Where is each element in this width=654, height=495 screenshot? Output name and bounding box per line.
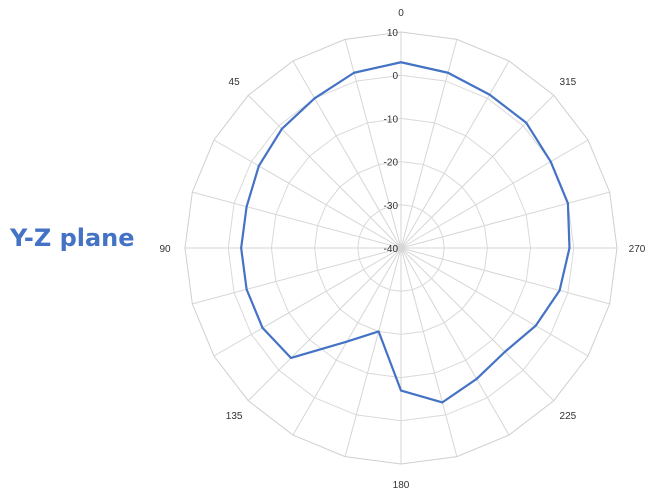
grid-spoke — [344, 39, 402, 249]
grid-spoke — [247, 94, 402, 249]
data-point — [258, 165, 260, 167]
radial-tick-label: -20 — [384, 158, 399, 169]
polar-grid — [184, 31, 618, 465]
data-point — [447, 71, 449, 74]
grid-spoke — [400, 191, 610, 249]
plane-label: Y-Z plane — [10, 224, 135, 252]
angle-label: 45 — [229, 77, 241, 88]
grid-ring — [184, 31, 618, 465]
data-point — [313, 97, 316, 100]
grid-spoke — [213, 139, 402, 249]
radial-tick-label: -30 — [384, 201, 399, 212]
data-point — [488, 93, 491, 96]
data-point — [525, 121, 528, 124]
data-point — [504, 351, 506, 353]
data-point — [281, 128, 283, 130]
data-point — [549, 160, 552, 163]
data-point — [568, 247, 571, 249]
grid-spoke — [400, 247, 610, 305]
data-point — [377, 330, 380, 333]
data-point — [245, 288, 248, 291]
data-point — [240, 247, 242, 249]
angle-label: 180 — [393, 480, 410, 491]
data-point — [400, 61, 402, 64]
grid-ring — [357, 204, 445, 292]
grid-spoke — [213, 247, 402, 357]
angle-label: 90 — [159, 244, 171, 255]
grid-spoke — [400, 139, 589, 249]
label-layer: 10 0 -10 -20 -30 -40 0 45 90 135 180 225 270 315 — [159, 8, 645, 491]
radial-tick-label: 10 — [387, 28, 399, 39]
data-point — [534, 324, 537, 327]
data-point — [290, 357, 292, 359]
radial-tick-label: 0 — [392, 71, 398, 82]
grid-spoke — [192, 247, 402, 305]
data-point — [353, 71, 355, 74]
data-point — [558, 289, 561, 292]
radial-tick-label: -10 — [384, 114, 399, 125]
grid-spoke — [192, 191, 402, 249]
data-point — [475, 378, 478, 380]
grid-spoke — [344, 247, 402, 457]
grid-spoke — [400, 60, 510, 249]
data-point — [245, 205, 248, 208]
radial-tick-label: -40 — [384, 244, 399, 255]
angle-label: 270 — [629, 244, 646, 255]
angle-label: 135 — [226, 411, 243, 422]
data-point — [441, 401, 444, 404]
angle-label: 315 — [560, 77, 577, 88]
grid-spoke — [400, 247, 458, 457]
grid-spoke — [400, 39, 458, 249]
grid-spoke — [400, 247, 589, 357]
grid-spoke — [400, 94, 555, 249]
angle-label: 0 — [398, 8, 404, 19]
grid-ring — [314, 161, 488, 335]
angle-label: 225 — [560, 411, 577, 422]
data-point — [400, 389, 402, 392]
grid-spoke — [292, 60, 402, 249]
data-point — [567, 202, 569, 205]
grid-spoke — [400, 247, 510, 436]
grid-spoke — [400, 247, 555, 402]
series-layer — [240, 61, 571, 404]
data-point — [261, 327, 264, 329]
grid-spoke — [247, 247, 402, 402]
data-point — [346, 340, 348, 343]
grid-ring — [270, 117, 532, 379]
